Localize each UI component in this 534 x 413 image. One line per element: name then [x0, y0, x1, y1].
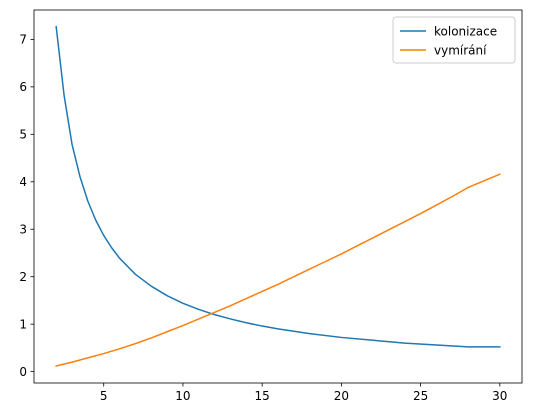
legend: kolonizace vymírání — [392, 16, 516, 64]
x-tick-label: 15 — [255, 389, 270, 403]
y-tick-label: 4 — [19, 175, 27, 189]
y-tick-label: 1 — [19, 317, 27, 331]
y-tick-label: 0 — [19, 365, 27, 379]
x-tick-label: 25 — [413, 389, 428, 403]
y-axis: 0 1 2 3 4 5 6 7 — [19, 33, 34, 379]
series-line-0 — [55, 25, 501, 348]
x-tick-label: 5 — [100, 389, 108, 403]
x-axis: 5 10 15 20 25 30 — [100, 383, 507, 403]
legend-label: kolonizace — [434, 24, 497, 38]
plot-area — [33, 9, 523, 384]
x-tick-label: 20 — [334, 389, 349, 403]
y-tick-label: 7 — [19, 33, 27, 47]
y-tick-label: 2 — [19, 270, 27, 284]
x-tick-label: 10 — [175, 389, 190, 403]
series-line-1 — [55, 173, 501, 367]
y-tick-label: 5 — [19, 128, 27, 142]
x-tick-label: 30 — [492, 389, 507, 403]
legend-box — [392, 16, 516, 64]
legend-label: vymírání — [434, 43, 487, 57]
axes-frame — [33, 9, 523, 384]
y-tick-label: 3 — [19, 222, 27, 236]
y-tick-label: 6 — [19, 80, 27, 94]
